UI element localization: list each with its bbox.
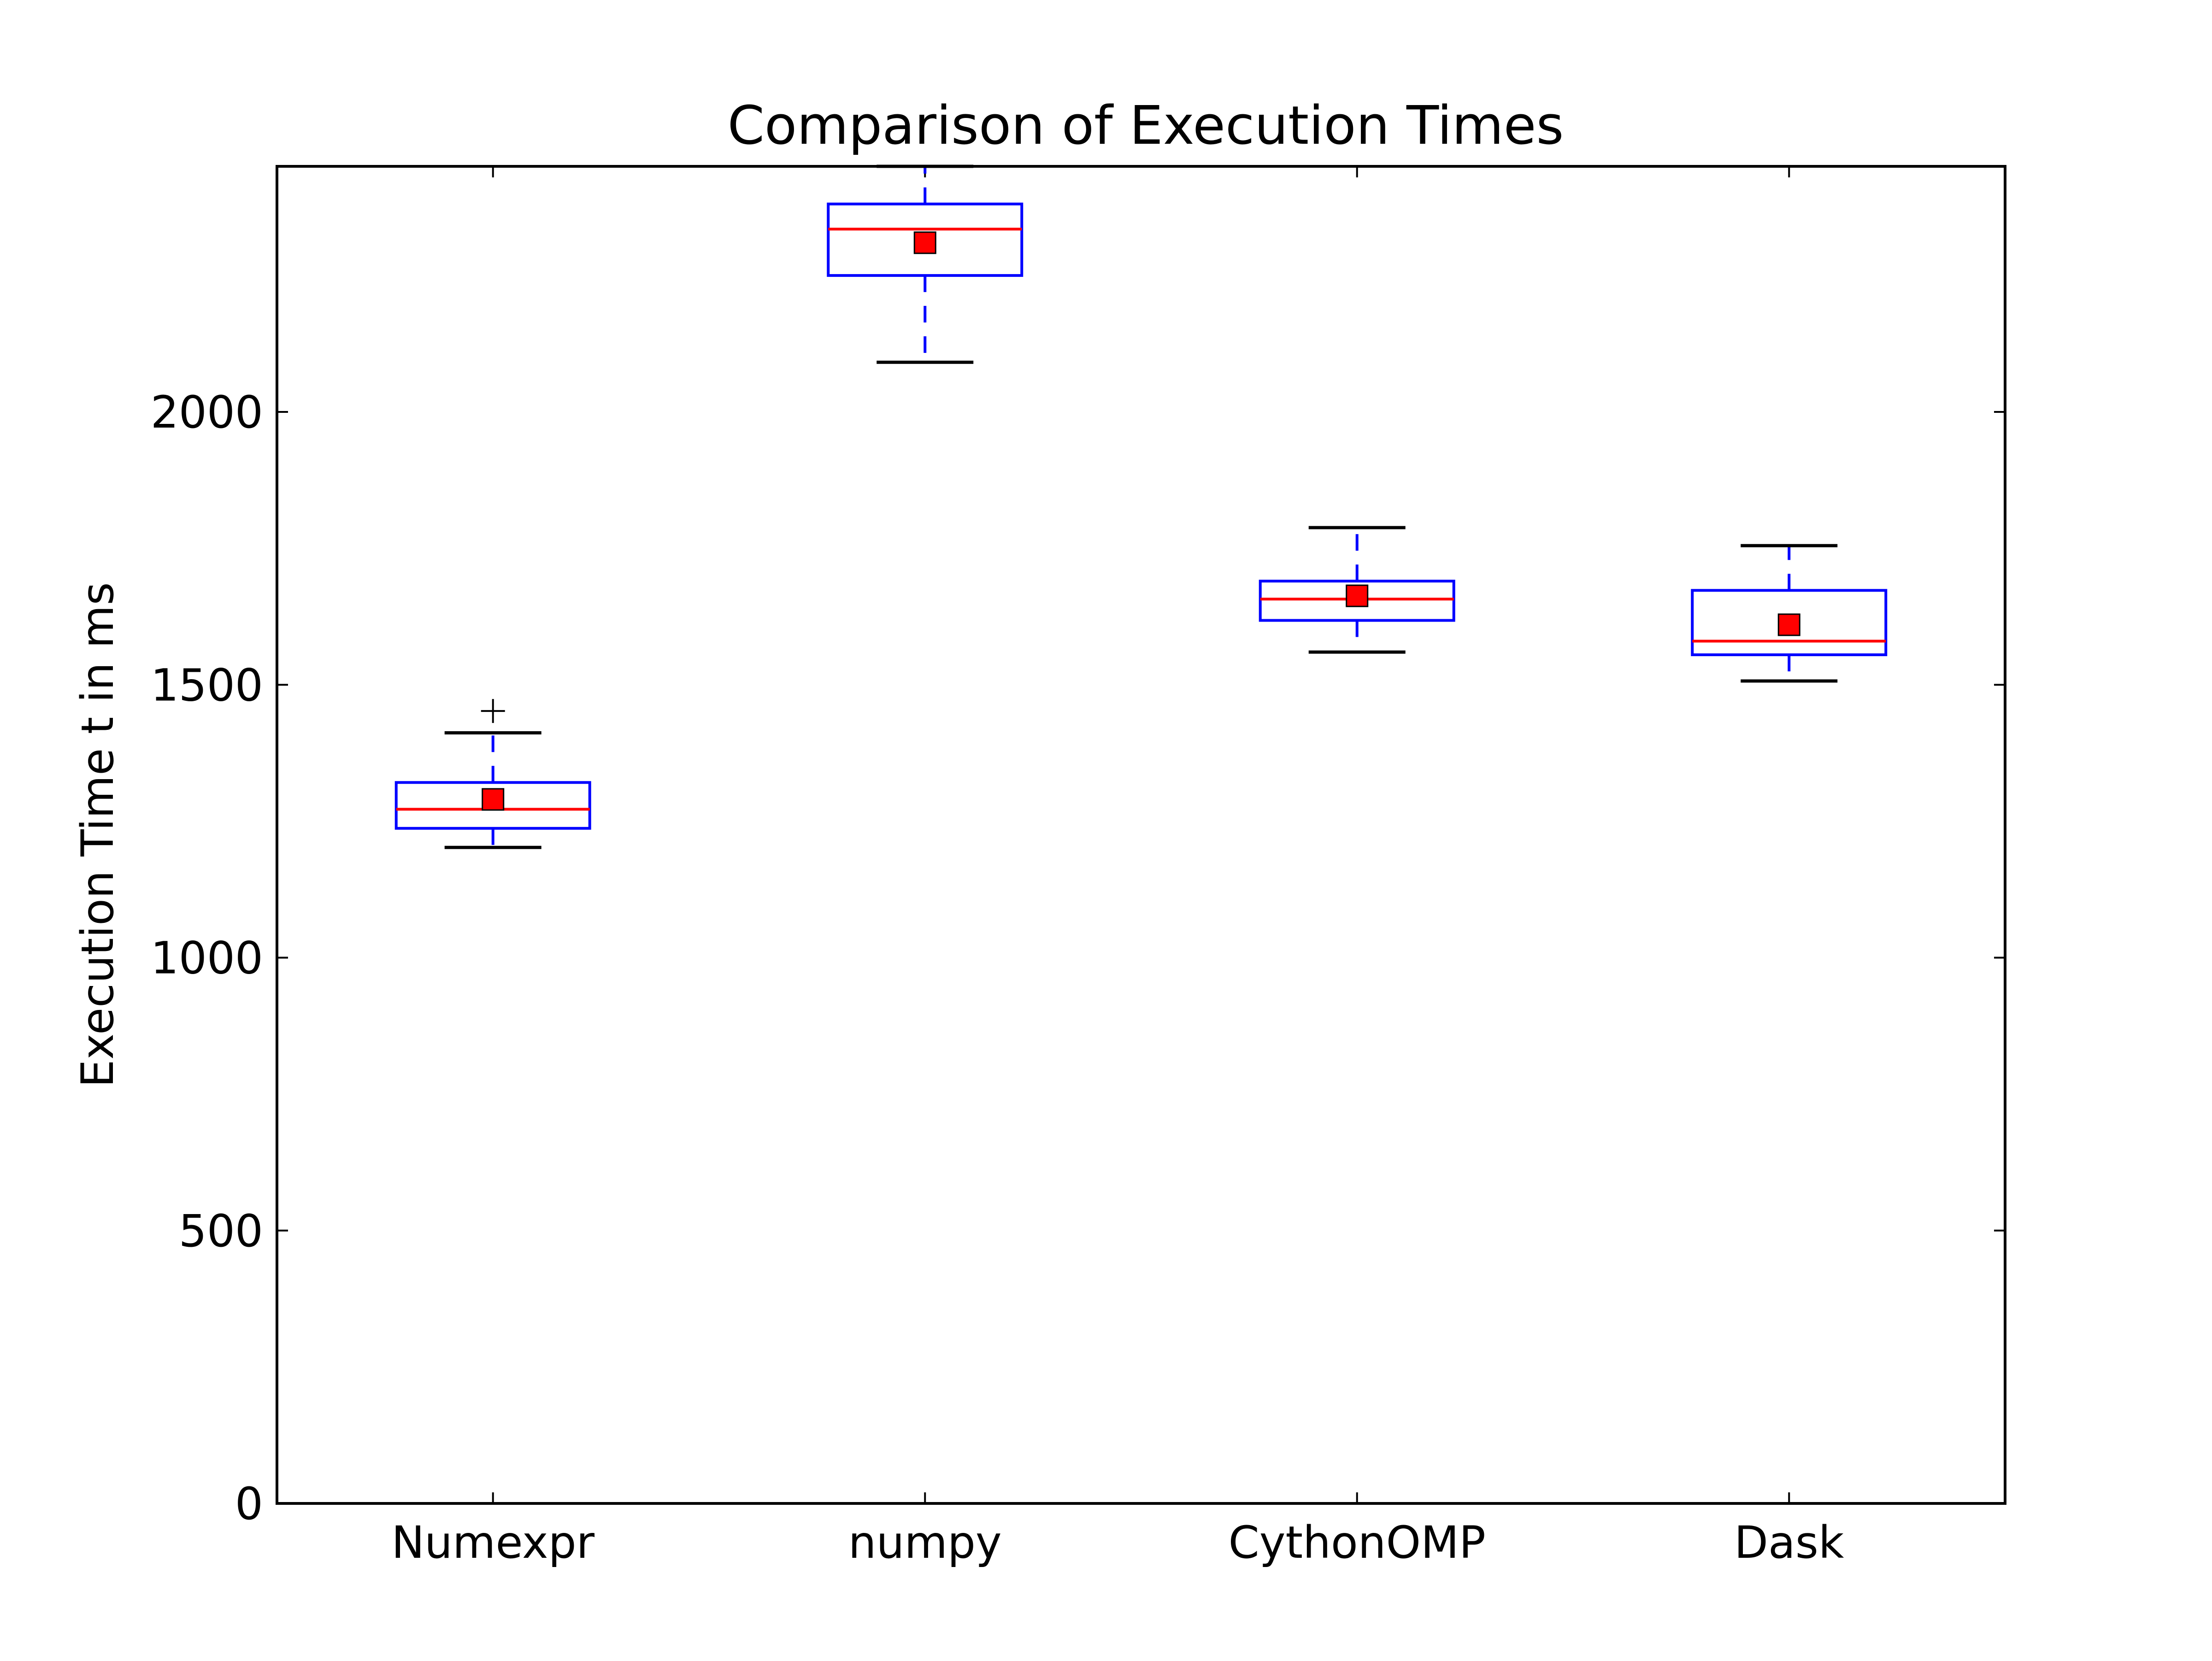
x-tick-label: CythonOMP	[1229, 1517, 1486, 1568]
plot-area: 0 500 1000 1500 2000 Numexpr numpy CythonOMP Das…	[151, 164, 2005, 1568]
y-tick-label: 500	[179, 1205, 263, 1257]
chart-title: Comparison of Execution Times	[728, 95, 1564, 157]
mean-marker	[913, 231, 936, 254]
y-axis-label: Execution Time t in ms	[72, 582, 124, 1088]
mean-marker	[482, 788, 505, 811]
box-iqr	[827, 202, 1024, 277]
y-tick-label: 2000	[151, 387, 263, 438]
box-iqr	[1691, 589, 1888, 657]
box-iqr	[1259, 580, 1455, 622]
x-tick-label: numpy	[848, 1517, 1002, 1568]
y-tick-label: 1000	[151, 933, 263, 984]
x-tick-label: Dask	[1734, 1517, 1844, 1568]
y-tick-label: 0	[235, 1478, 263, 1530]
box-iqr	[394, 781, 591, 830]
mean-marker	[1346, 584, 1369, 607]
mean-marker	[1777, 613, 1800, 636]
plot-frame	[276, 165, 2006, 1505]
x-tick-label: Numexpr	[391, 1517, 594, 1568]
y-tick-label: 1500	[151, 659, 263, 711]
